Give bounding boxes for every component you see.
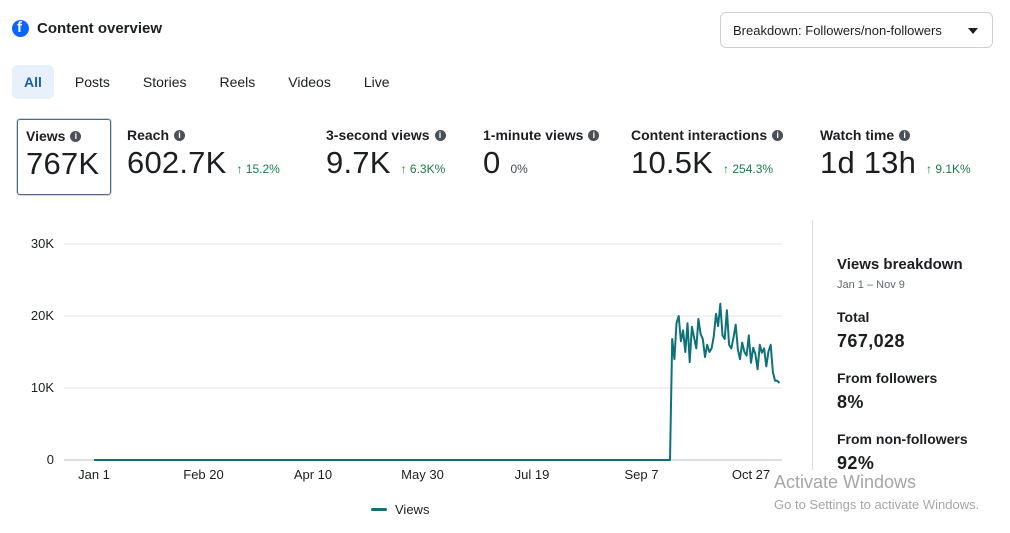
x-tick-label: Jul 19 [515, 467, 550, 482]
x-tick-label: Jan 1 [78, 467, 110, 482]
info-icon[interactable]: i [772, 129, 784, 141]
metric-label: Watch time [820, 127, 895, 143]
metric-label: Views [26, 128, 66, 144]
metric-change: 0% [510, 162, 528, 176]
info-icon[interactable]: i [588, 129, 600, 141]
metric-value: 767K [26, 146, 100, 181]
chart-legend: Views [371, 502, 429, 517]
breakdown-title: Views breakdown [837, 256, 963, 273]
info-icon[interactable]: i [434, 129, 446, 141]
legend-swatch [371, 508, 387, 511]
content-overview-header: Content overview [12, 19, 163, 37]
panel-divider [812, 220, 813, 470]
content-type-tabs: All Posts Stories Reels Videos Live [12, 65, 411, 99]
page-title: Content overview [37, 20, 163, 37]
info-icon[interactable]: i [70, 130, 82, 142]
caret-down-icon [968, 28, 978, 34]
series-line-views [94, 302, 781, 461]
metric-label: 3-second views [326, 127, 430, 143]
x-tick-label: Sep 7 [625, 467, 659, 482]
breakdown-date-range: Jan 1 – Nov 9 [837, 279, 905, 291]
views-line-chart[interactable]: 0 10K 20K 30K Jan 1 Feb 20 Apr 10 May 30 Jul 19 S… [0, 220, 800, 500]
nonfollowers-value: 92% [837, 453, 875, 473]
total-label: Total [837, 309, 870, 325]
tab-videos[interactable]: Videos [288, 74, 331, 90]
followers-value: 8% [837, 392, 864, 412]
metric-value: 9.7K [326, 145, 391, 180]
legend-label: Views [395, 502, 430, 517]
metric-reach[interactable]: Reach i 602.7K ↑ 15.2% [119, 119, 309, 195]
metric-change: ↑ 9.1K% [926, 162, 971, 176]
metric-change: ↑ 254.3% [723, 162, 774, 176]
breakdown-label: Breakdown: Followers/non-followers [733, 22, 942, 38]
y-tick-label: 30K [31, 236, 54, 251]
metric-watch-time[interactable]: Watch time i 1d 13h ↑ 9.1K% [812, 119, 992, 195]
tab-all[interactable]: All [12, 65, 54, 99]
metric-views[interactable]: Views i 767K [17, 119, 111, 195]
views-breakdown-panel: Views breakdown Jan 1 – Nov 9 Total 767,… [837, 256, 1007, 474]
metric-3-second-views[interactable]: 3-second views i 9.7K ↑ 6.3K% [318, 119, 468, 195]
y-tick-label: 20K [31, 308, 54, 323]
watermark-subtitle: Go to Settings to activate Windows. [774, 497, 980, 512]
nonfollowers-label: From non-followers [837, 431, 968, 447]
total-value: 767,028 [837, 331, 905, 351]
metric-label: Content interactions [631, 127, 768, 143]
watermark-title: Activate Windows [774, 472, 917, 492]
x-tick-label: Oct 27 [732, 467, 770, 482]
metric-1-minute-views[interactable]: 1-minute views i 0 0% [475, 119, 615, 195]
metric-content-interactions[interactable]: Content interactions i 10.5K ↑ 254.3% [623, 119, 805, 195]
x-tick-label: Feb 20 [183, 467, 223, 482]
tab-posts[interactable]: Posts [74, 74, 110, 90]
metric-value: 1d 13h [820, 145, 917, 180]
metric-value: 0 [483, 145, 501, 180]
x-tick-label: Apr 10 [294, 467, 332, 482]
breakdown-dropdown[interactable]: Breakdown: Followers/non-followers [720, 12, 993, 48]
tab-reels[interactable]: Reels [219, 74, 256, 90]
metric-label: Reach [127, 127, 170, 143]
metric-value: 10.5K [631, 145, 714, 180]
metric-label: 1-minute views [483, 127, 584, 143]
metric-change: ↑ 15.2% [236, 162, 280, 176]
y-tick-label: 0 [47, 452, 54, 467]
tab-live[interactable]: Live [363, 74, 390, 90]
y-tick-label: 10K [31, 380, 54, 395]
activate-windows-watermark: Activate Windows Go to Settings to activ… [774, 472, 979, 512]
views-chart: 0 10K 20K 30K Jan 1 Feb 20 Apr 10 May 30 Jul 19 S… [0, 220, 800, 520]
tab-stories[interactable]: Stories [142, 74, 187, 90]
info-icon[interactable]: i [899, 129, 911, 141]
info-icon[interactable]: i [174, 129, 186, 141]
metric-change: ↑ 6.3K% [400, 162, 446, 176]
metrics-row: Views i 767K Reach i 602.7K ↑ 15.2% 3-secon… [17, 119, 1007, 197]
metric-value: 602.7K [127, 145, 227, 180]
followers-label: From followers [837, 370, 938, 386]
x-tick-label: May 30 [401, 467, 444, 482]
facebook-icon [12, 19, 29, 37]
